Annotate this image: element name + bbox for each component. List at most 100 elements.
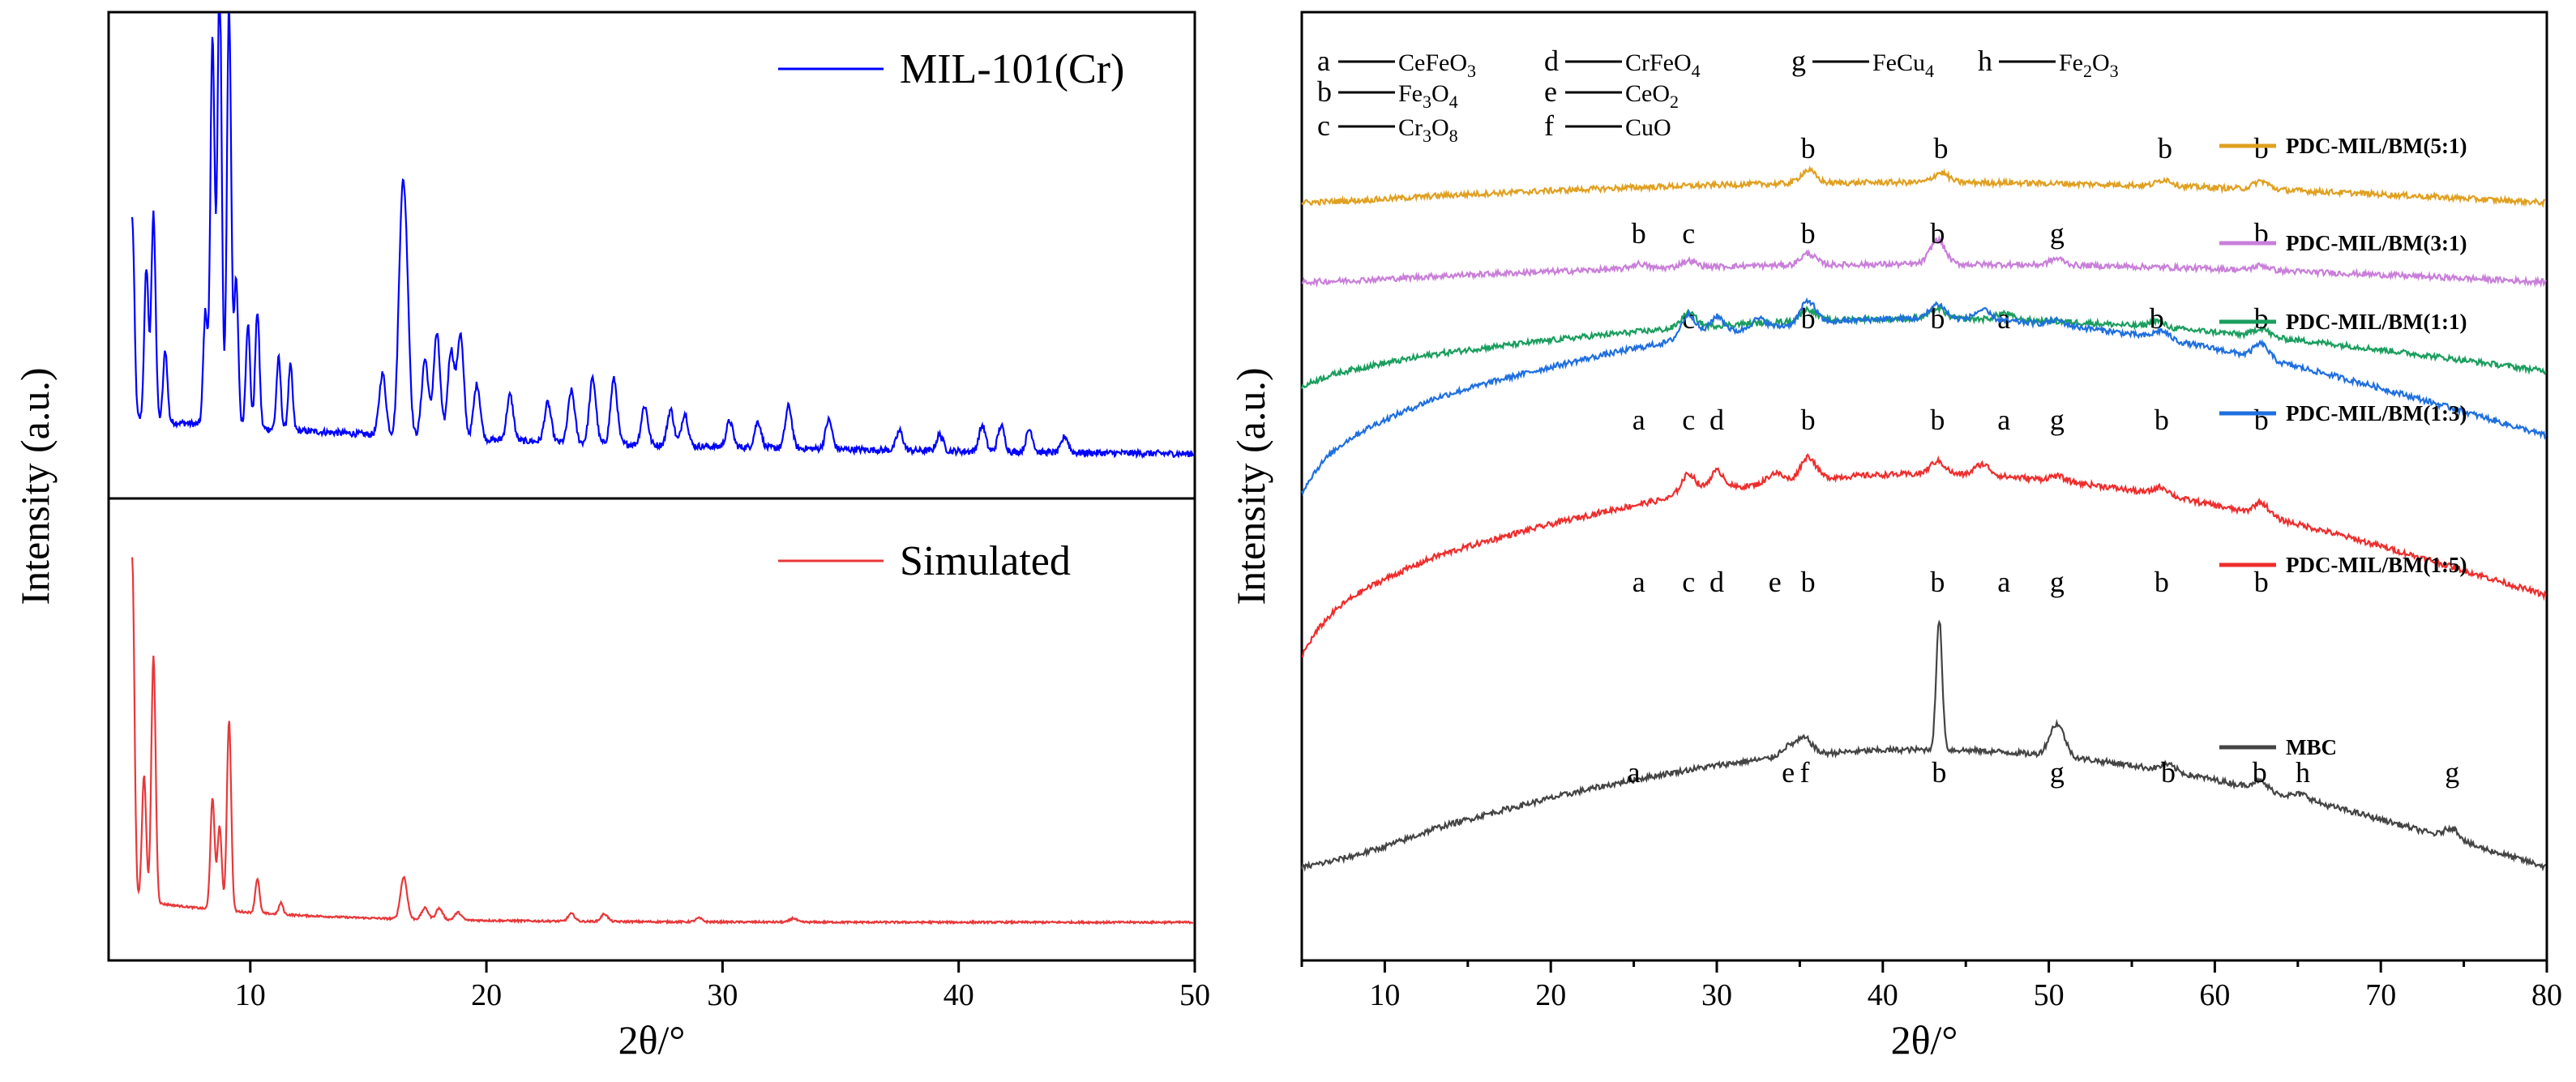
- legend-label: PDC-MIL/BM(1:1): [2286, 310, 2467, 334]
- peak-label: b: [2254, 132, 2269, 165]
- phase-key-formula: CuO: [1625, 114, 1671, 141]
- right-frame: [1300, 11, 2548, 962]
- peak-label: b: [2253, 756, 2267, 789]
- phase-key-formula: Cr3O8: [1398, 114, 1458, 146]
- phase-key-letter: f: [1544, 109, 1554, 142]
- phase-key-letter: d: [1544, 45, 1559, 77]
- mil101-plot: [131, 12, 1195, 460]
- right-x-tick-label: 30: [1701, 978, 1732, 1012]
- legend-mil101: MIL-101(Cr): [778, 46, 1124, 92]
- composite-plot: b b b bb c b b g bc b b a b ba c d b b a g b ba c d e b b a g b ba e f b g…: [1300, 132, 2547, 872]
- series-line-5: [1301, 453, 2547, 658]
- peak-label: a: [1632, 566, 1645, 598]
- left-y-axis-label: Intensity (a.u.): [12, 368, 58, 605]
- phase-key-legend: a CeFeO3 b Fe3O4 c Cr3O8 d CrFeO4 e CeO2 f CuO g FeCu…: [1317, 45, 2119, 146]
- phase-key-formula: Fe3O4: [1398, 80, 1458, 112]
- peak-label: c: [1682, 217, 1695, 250]
- legend-label: PDC-MIL/BM(3:1): [2286, 231, 2467, 255]
- legend-label-mil101: MIL-101(Cr): [900, 46, 1124, 92]
- left-x-tick-label: 30: [707, 978, 738, 1012]
- right-x-tick-label: 80: [2531, 978, 2562, 1012]
- peak-label: b: [2155, 404, 2169, 436]
- phase-key-letter: g: [1791, 45, 1806, 77]
- series-line-1: [1301, 165, 2546, 209]
- peak-label: h: [2296, 756, 2310, 789]
- peak-label: d: [1709, 404, 1724, 436]
- peak-label: b: [2161, 756, 2176, 789]
- peak-label: b: [1801, 302, 1816, 335]
- peak-label: b: [1932, 756, 1946, 789]
- legend-label: MBC: [2286, 735, 2337, 759]
- series-line-2: [1302, 234, 2547, 289]
- phase-key-letter: e: [1544, 75, 1557, 108]
- right-x-tick-label: 40: [1868, 978, 1898, 1012]
- right-x-tick-label: 50: [2034, 978, 2065, 1012]
- right-y-axis-label: Intensity (a.u.): [1228, 368, 1273, 605]
- peak-label: a: [1997, 404, 2010, 436]
- peak-label: b: [1930, 404, 1945, 436]
- phase-key-letter: c: [1317, 109, 1330, 142]
- left-x-tick-label: 10: [235, 978, 266, 1012]
- simulated-plot: [131, 557, 1195, 926]
- right-x-axis-label: 2θ/°: [1891, 1017, 1958, 1063]
- legend-label: PDC-MIL/BM(5:1): [2286, 134, 2467, 158]
- peak-label: d: [1709, 566, 1724, 598]
- peak-label: a: [1628, 756, 1641, 789]
- left-x-tick-label: 40: [944, 978, 974, 1012]
- peak-label: b: [1930, 302, 1945, 335]
- legend-simulated: Simulated: [778, 538, 1071, 584]
- right-x-tick-label: 20: [1535, 978, 1566, 1012]
- peak-label: b: [2150, 302, 2164, 335]
- peak-label: b: [1801, 217, 1816, 250]
- phase-key-formula: FeCu4: [1872, 49, 1934, 81]
- left-x-tick-label: 50: [1179, 978, 1210, 1012]
- peak-label: b: [2254, 404, 2269, 436]
- peak-label: b: [1930, 217, 1945, 250]
- peak-label: g: [2050, 566, 2065, 598]
- peak-label: b: [1801, 566, 1816, 598]
- series-line-simulated: [131, 557, 1195, 926]
- peak-label: b: [2254, 566, 2269, 598]
- right-x-axis: 10 20 30 40 50 60 70 80: [1300, 960, 2562, 1012]
- right-x-tick-label: 60: [2199, 978, 2230, 1012]
- peak-label: b: [1801, 132, 1816, 165]
- peak-label: e: [1769, 566, 1782, 598]
- peak-label: c: [1682, 302, 1695, 335]
- phase-key-formula: CrFeO4: [1625, 49, 1701, 81]
- peak-label: b: [2155, 566, 2169, 598]
- peak-label: b: [1930, 566, 1945, 598]
- left-x-axis: 10 20 30 40 50: [235, 960, 1210, 1012]
- peak-label: c: [1682, 566, 1695, 598]
- peak-label: g: [2445, 756, 2459, 789]
- series-line-6: [1300, 619, 2547, 872]
- peak-label: b: [1632, 217, 1646, 250]
- phase-key-formula: CeO2: [1625, 80, 1679, 112]
- peak-label: a: [1997, 302, 2010, 335]
- phase-key-formula: CeFeO3: [1398, 49, 1476, 81]
- series-line-4: [1300, 297, 2547, 496]
- peak-label: g: [2050, 404, 2065, 436]
- peak-label: g: [2050, 217, 2065, 250]
- left-x-tick-label: 20: [471, 978, 502, 1012]
- phase-key-letter: b: [1317, 75, 1332, 108]
- phase-key-letter: h: [1978, 45, 1992, 77]
- phase-key-letter: a: [1317, 45, 1330, 77]
- right-x-tick-label: 70: [2365, 978, 2396, 1012]
- series-legend: PDC-MIL/BM(5:1) PDC-MIL/BM(3:1) PDC-MIL/BM…: [2219, 134, 2467, 759]
- peak-label: a: [1632, 404, 1645, 436]
- peak-label: g: [2050, 756, 2065, 789]
- peak-label: b: [2254, 302, 2269, 335]
- right-xrd-panel: b b b bb c b b g bc b b a b ba c d b b a g b ba c d e b b a g b ba e f b g…: [1228, 11, 2562, 1063]
- left-frame: [107, 11, 1196, 962]
- right-x-tick-label: 10: [1369, 978, 1400, 1012]
- series-line-mil101: [131, 12, 1195, 460]
- peak-label: b: [1801, 404, 1816, 436]
- left-xrd-panel: 10 20 30 40 50 Intensity (a.u.) 2θ/° MIL-101…: [12, 11, 1210, 1063]
- legend-label: PDC-MIL/BM(1:3): [2286, 401, 2467, 426]
- peak-label: b: [2158, 132, 2172, 165]
- legend-label-simulated: Simulated: [900, 538, 1071, 584]
- peak-label: c: [1682, 404, 1695, 436]
- peak-label: b: [1933, 132, 1948, 165]
- legend-label: PDC-MIL/BM(1:5): [2286, 553, 2467, 577]
